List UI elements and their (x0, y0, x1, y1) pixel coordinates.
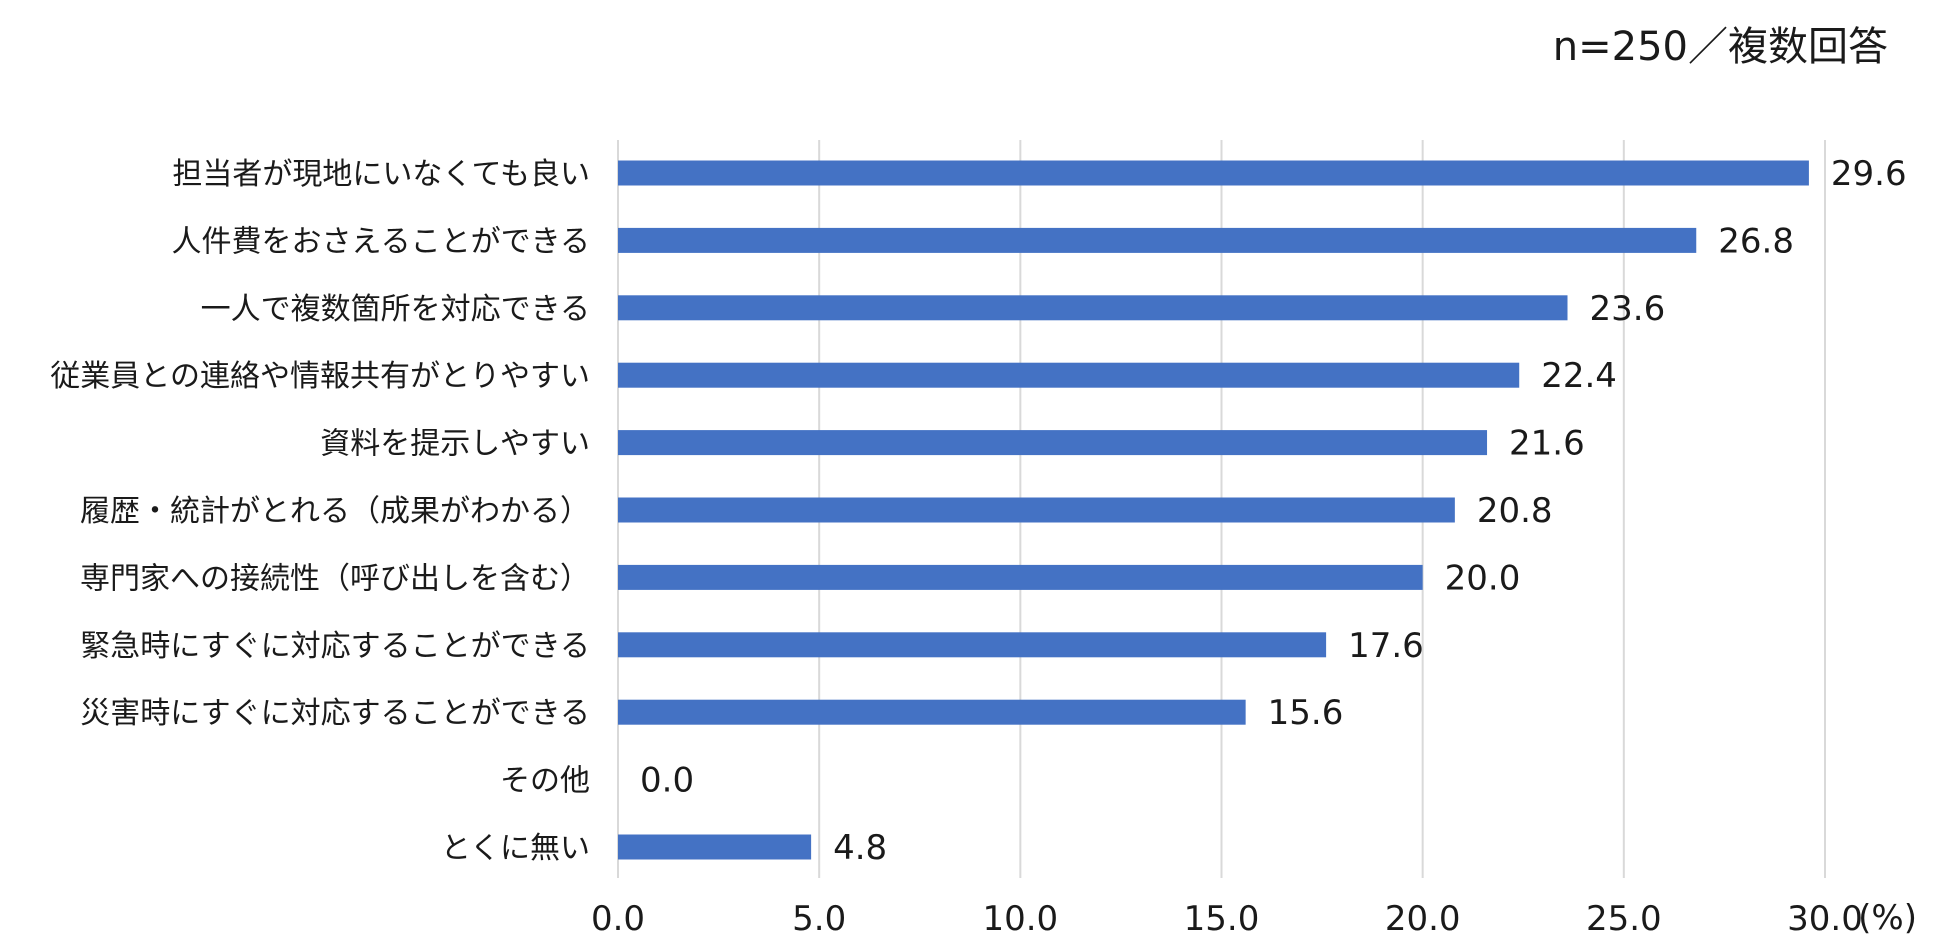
bar (618, 699, 1246, 725)
bar (618, 632, 1327, 658)
category-label: 担当者が現地にいなくても良い (172, 157, 590, 192)
data-label: 21.6 (1509, 424, 1585, 464)
data-label: 17.6 (1348, 626, 1424, 666)
category-label: 従業員との連絡や情報共有がとりやすい (50, 359, 590, 394)
category-label: その他 (500, 764, 590, 799)
data-label: 22.4 (1541, 356, 1617, 396)
data-label: 23.6 (1590, 289, 1666, 329)
data-label: 15.6 (1268, 693, 1344, 733)
data-label: 20.0 (1445, 558, 1521, 598)
bars (618, 160, 1809, 860)
category-labels: 担当者が現地にいなくても良い人件費をおさえることができる一人で複数箇所を対応でき… (50, 157, 590, 866)
x-tick-label: 20.0 (1385, 899, 1461, 939)
x-tick-label: 25.0 (1586, 899, 1662, 939)
data-label: 0.0 (640, 761, 694, 801)
bar (618, 362, 1520, 388)
bar (618, 160, 1809, 186)
category-label: 履歴・統計がとれる（成果がわかる） (80, 494, 590, 529)
x-tick-label: 0.0 (591, 899, 645, 939)
category-label: 専門家への接続性（呼び出しを含む） (80, 561, 590, 596)
x-tick-label: 30.0 (1787, 899, 1863, 939)
data-label: 29.6 (1831, 154, 1907, 194)
sample-size-note: n=250／複数回答 (1552, 24, 1888, 70)
data-label: 26.8 (1718, 221, 1794, 261)
data-label: 4.8 (833, 828, 887, 868)
value-labels: 29.6 26.8 23.6 22.4 21.6 20.8 20.0 17.615.6 0.0 4… (640, 154, 1907, 868)
category-label: 一人で複数箇所を対応できる (201, 292, 590, 327)
bar (618, 834, 812, 860)
bar (618, 227, 1697, 253)
x-axis-unit-label: (%) (1858, 898, 1917, 938)
x-tick-label: 15.0 (1184, 899, 1260, 939)
category-label: 人件費をおさえることができる (172, 224, 591, 259)
x-tick-label: 5.0 (792, 899, 846, 939)
x-tick-label: 10.0 (982, 899, 1058, 939)
category-label: 資料を提示しやすい (320, 427, 590, 462)
category-label: 緊急時にすぐに対応することができる (80, 629, 590, 664)
bar (618, 497, 1455, 523)
x-axis-tick-labels: 0.0 5.0 10.0 15.0 20.0 25.0 30.0 (591, 899, 1863, 939)
bar (618, 564, 1423, 590)
category-label: とくに無い (441, 831, 590, 866)
category-label: 災害時にすぐに対応することができる (80, 696, 590, 731)
bar (618, 295, 1568, 321)
bar (618, 430, 1488, 456)
data-label: 20.8 (1477, 491, 1553, 531)
